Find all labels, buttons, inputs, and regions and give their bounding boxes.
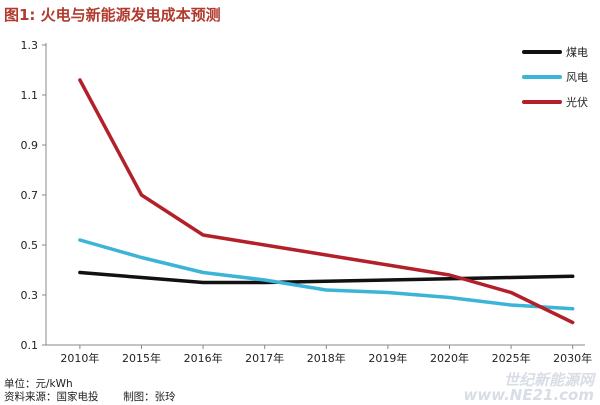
legend-label: 风电 — [566, 71, 588, 84]
x-tick-label: 2019年 — [368, 351, 407, 365]
x-tick-label: 2016年 — [184, 351, 223, 365]
series-line-风电 — [78, 238, 575, 311]
chart-title: 图1: 火电与新能源发电成本预测 — [4, 6, 221, 24]
unit-note: 单位：元/kWh — [4, 378, 73, 390]
y-tick-label: 0.7 — [21, 189, 39, 202]
x-tick-label: 2015年 — [122, 351, 161, 365]
watermark: 世纪新能源网 www.NE21.com — [463, 373, 594, 403]
legend-label: 光伏 — [566, 95, 588, 109]
x-tick-label: 2010年 — [60, 351, 99, 365]
chart-axes: 0.1 0.3 0.5 0.7 0.9 1.1 1.3 2010年 2015年 2016年 2017… — [21, 39, 593, 365]
x-tick-label: 2025年 — [492, 351, 531, 365]
chart-series — [78, 78, 575, 325]
watermark-url: www.NE21.com — [463, 386, 594, 404]
y-tick-label: 0.3 — [21, 289, 39, 302]
x-tick-label: 2018年 — [307, 351, 346, 365]
series-line-光伏 — [78, 78, 575, 325]
legend-label: 煤电 — [566, 46, 588, 59]
x-tick-label: 2017年 — [245, 351, 284, 365]
x-tick-label: 2020年 — [430, 351, 469, 365]
source-note: 资料来源：国家电投 — [4, 391, 99, 403]
chart-footer: 单位：元/kWh 资料来源：国家电投 制图：张玲 — [4, 378, 176, 404]
series-line-煤电 — [78, 270, 575, 285]
y-tick-label: 1.3 — [21, 39, 39, 52]
x-tick-label: 2030年 — [553, 351, 592, 365]
watermark-name: 世纪新能源网 — [503, 371, 594, 389]
y-tick-label: 0.1 — [21, 339, 39, 352]
y-tick-label: 1.1 — [21, 89, 39, 102]
y-tick-label: 0.9 — [21, 139, 39, 152]
y-tick-label: 0.5 — [21, 239, 39, 252]
author-note: 制图：张玲 — [123, 391, 176, 403]
